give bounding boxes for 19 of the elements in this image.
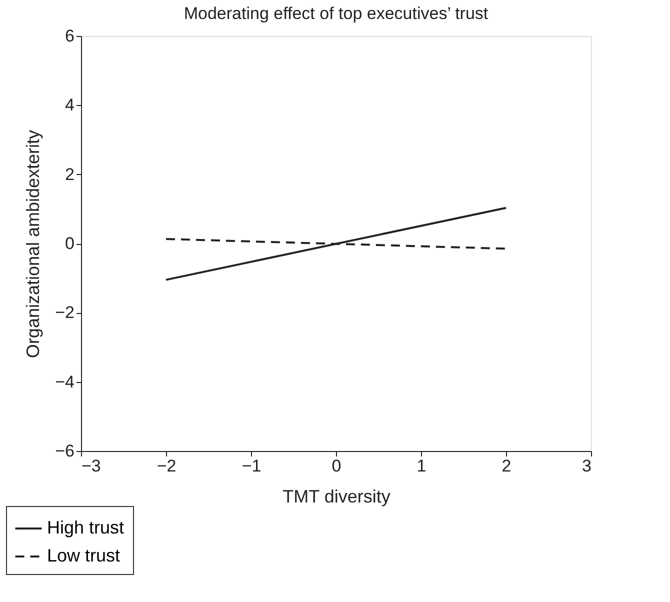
legend-label: Low trust: [47, 546, 120, 566]
y-tick-label: 2: [65, 164, 74, 184]
y-tick-label: −2: [55, 303, 74, 322]
y-tick-label: 4: [65, 96, 74, 115]
x-axis-title: TMT diversity: [282, 486, 390, 506]
chart-title: Moderating effect of top executives’ trust: [184, 4, 488, 23]
legend-label: High trust: [47, 518, 124, 538]
x-tick-label: −2: [156, 456, 176, 476]
x-tick-label: −1: [242, 456, 262, 476]
x-tick-label: 3: [582, 456, 592, 476]
x-tick-label: 0: [332, 456, 342, 476]
x-tick-label: 2: [502, 456, 512, 476]
x-tick-label: 1: [416, 456, 426, 476]
y-tick-label: −4: [55, 372, 74, 392]
y-axis-title: Organizational ambidexterity: [23, 130, 44, 358]
y-tick-label: 6: [65, 26, 74, 46]
x-tick-label: −3: [82, 456, 101, 476]
y-tick-label: 0: [65, 234, 74, 253]
y-tick-label: −6: [55, 442, 74, 460]
